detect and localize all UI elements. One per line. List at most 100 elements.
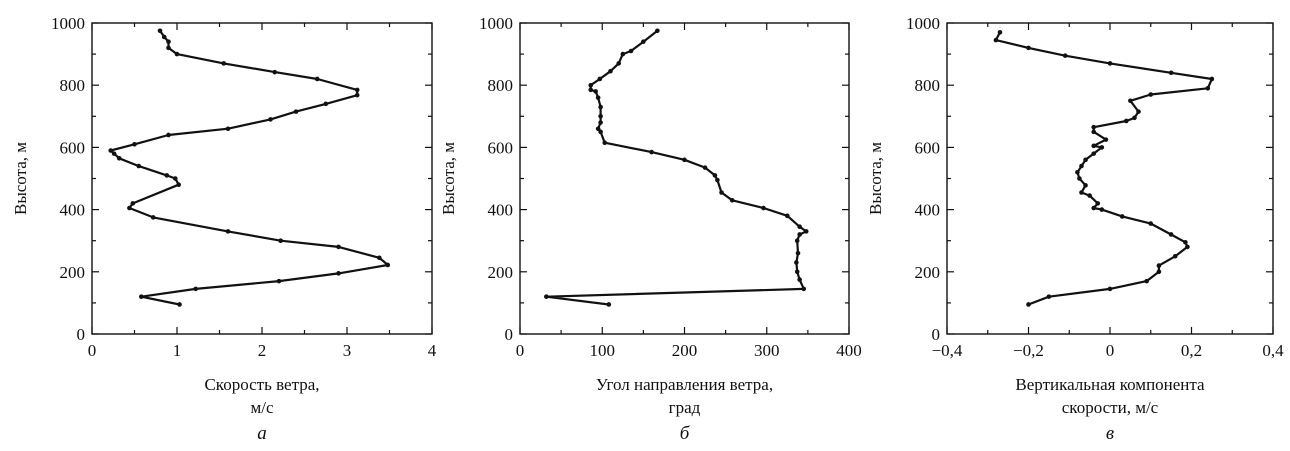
data-point-v (1091, 205, 1096, 211)
y-tick-label-b: 0 (505, 325, 514, 344)
y-tick-label-a: 200 (60, 263, 86, 282)
data-point-v (1026, 45, 1031, 51)
data-point-b (801, 286, 807, 292)
data-point-a (225, 229, 231, 234)
data-point-v (1132, 115, 1137, 121)
data-point-v (1107, 61, 1113, 66)
data-point-v (993, 37, 999, 43)
data-point-a (354, 87, 360, 93)
y-tick-label-b: 400 (488, 201, 514, 220)
data-point-a (377, 255, 382, 261)
data-point-b (794, 269, 800, 275)
data-point-v (1077, 176, 1082, 181)
x-tick-label-b: 200 (672, 341, 698, 360)
data-point-a (174, 51, 180, 57)
data-point-b (595, 126, 601, 132)
data-point-v (1119, 214, 1125, 219)
data-point-b (641, 39, 646, 44)
x-axis-label-v: Вертикальная компонента (1015, 375, 1205, 394)
data-point-b (606, 302, 612, 307)
y-tick-label-v: 600 (915, 138, 941, 157)
data-point-a (278, 238, 284, 243)
data-point-a (166, 45, 171, 51)
data-point-a (193, 286, 198, 292)
data-point-b (598, 120, 603, 125)
data-point-b (595, 95, 601, 100)
y-tick-label-b: 800 (488, 76, 514, 95)
data-point-a (116, 155, 122, 161)
x-tick-label-v: −0,2 (1013, 341, 1044, 360)
x-axis-label-line2-b: град (669, 398, 701, 417)
x-tick-label-b: 0 (516, 341, 525, 360)
data-point-a (166, 132, 171, 138)
y-tick-label-v: 200 (915, 263, 941, 282)
data-point-a (272, 69, 278, 75)
data-point-v (1099, 145, 1105, 150)
x-tick-label-a: 1 (173, 341, 182, 360)
data-point-a (161, 34, 167, 40)
y-tick-label-v: 800 (915, 76, 941, 95)
data-point-v (997, 30, 1003, 35)
data-point-a (323, 101, 329, 107)
data-point-a (166, 39, 171, 44)
y-tick-label-a: 800 (60, 76, 86, 95)
y-axis-label-a: Высота, м (11, 142, 30, 215)
data-point-b (729, 197, 735, 203)
data-point-v (1168, 232, 1174, 237)
x-tick-label-b: 300 (754, 341, 780, 360)
data-point-b (803, 229, 809, 234)
panel-label-b: б (680, 423, 691, 444)
series-line-a (109, 30, 389, 306)
data-point-b (797, 277, 802, 282)
x-tick-label-a: 2 (258, 341, 267, 360)
data-point-a (164, 173, 170, 178)
data-point-a (136, 163, 142, 169)
data-point-a (336, 271, 341, 276)
panel-label-v: в (1106, 423, 1114, 444)
y-tick-label-v: 0 (932, 325, 941, 344)
data-point-b (616, 61, 621, 66)
panel-label-a: а (257, 423, 267, 444)
data-point-b (715, 177, 720, 183)
data-point-b (785, 213, 790, 219)
data-point-v (1095, 201, 1101, 206)
data-point-b (702, 165, 708, 170)
data-point-a (385, 262, 391, 268)
data-point-v (1168, 70, 1174, 76)
data-point-b (794, 238, 800, 243)
x-tick-label-a: 4 (428, 341, 437, 360)
data-point-v (1144, 278, 1149, 284)
data-point-v (1091, 129, 1096, 135)
data-point-v (1091, 124, 1096, 130)
y-tick-label-v: 400 (915, 201, 941, 220)
data-point-v (1083, 183, 1088, 188)
data-point-v (1026, 302, 1031, 307)
data-point-a (130, 201, 136, 206)
data-point-b (544, 294, 549, 299)
data-point-v (1103, 137, 1109, 142)
y-tick-label-a: 1000 (51, 14, 85, 33)
x-axis-label-line2-v: скорости, м/с (1062, 398, 1159, 417)
data-point-b (620, 51, 626, 57)
data-point-a (225, 126, 231, 132)
data-point-v (1172, 253, 1178, 259)
data-point-a (336, 244, 341, 250)
data-point-b (598, 104, 603, 110)
data-point-a (127, 205, 132, 211)
y-tick-label-b: 600 (488, 138, 514, 157)
data-point-v (1079, 190, 1084, 195)
data-point-b (598, 129, 603, 135)
x-tick-label-v: 0,4 (1262, 341, 1284, 360)
data-point-a (221, 61, 227, 66)
data-point-b (608, 68, 613, 74)
data-point-a (314, 76, 320, 82)
data-point-v (1148, 92, 1154, 97)
y-tick-label-v: 1000 (906, 14, 940, 33)
data-point-b (588, 82, 594, 88)
data-point-b (649, 149, 654, 155)
data-point-b (795, 250, 801, 256)
y-tick-label-b: 200 (488, 263, 514, 282)
data-point-a (176, 182, 181, 188)
y-tick-label-b: 1000 (479, 14, 513, 33)
data-point-v (1083, 157, 1088, 163)
